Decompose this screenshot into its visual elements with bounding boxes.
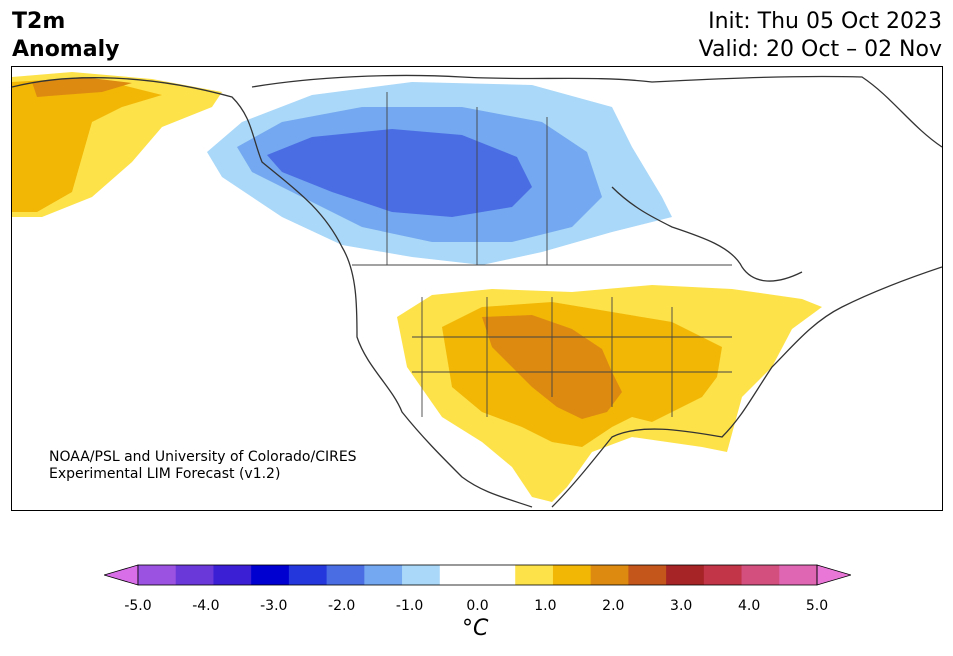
map-svg bbox=[12, 72, 942, 508]
colorbar-min-arrow bbox=[104, 564, 139, 586]
colorbar-segment bbox=[175, 565, 214, 585]
credit-text: NOAA/PSL and University of Colorado/CIRE… bbox=[49, 449, 357, 483]
colorbar-tick-label: 5.0 bbox=[805, 598, 829, 614]
colorbar-unit: °C bbox=[462, 616, 489, 641]
map-title: T2m Anomaly bbox=[12, 8, 119, 64]
colorbar-max-arrow bbox=[816, 564, 851, 586]
colorbar-segments bbox=[104, 564, 851, 586]
colorbar-segment bbox=[741, 565, 780, 585]
colorbar-border bbox=[137, 564, 818, 586]
colorbar-tick-label: -5.0 bbox=[124, 598, 152, 614]
colorbar-segment bbox=[552, 565, 592, 585]
colorbar-segment bbox=[402, 565, 441, 585]
credit-line1: NOAA/PSL and University of Colorado/CIRE… bbox=[49, 449, 357, 465]
colorbar-segment bbox=[326, 565, 365, 585]
colorbar-tick-label: 4.0 bbox=[737, 598, 761, 614]
title-variable: T2m bbox=[12, 9, 66, 34]
colorbar-tick-label: 3.0 bbox=[670, 598, 693, 614]
colorbar-ticks: -5.0 -4.0 -3.0 -2.0 -1.0 0.0 1.0 2.0 3.0 4.0 5.0 bbox=[0, 598, 953, 618]
colorbar-segment bbox=[251, 565, 290, 585]
credit-line2: Experimental LIM Forecast (v1.2) bbox=[49, 466, 281, 482]
colorbar-segment bbox=[138, 565, 177, 585]
colorbar-segment bbox=[477, 565, 516, 585]
forecast-dates: Init: Thu 05 Oct 2023 Valid: 20 Oct – 02… bbox=[699, 8, 942, 64]
colorbar-tick-label: 0.0 bbox=[466, 598, 489, 614]
colorbar-segment bbox=[666, 565, 705, 585]
anomaly-map bbox=[11, 66, 943, 511]
colorbar bbox=[104, 564, 851, 586]
colorbar-segment bbox=[703, 565, 743, 585]
colorbar-segment bbox=[628, 565, 667, 585]
valid-date: Valid: 20 Oct – 02 Nov bbox=[698, 37, 942, 62]
colorbar-segment bbox=[364, 565, 403, 585]
colorbar-tick-label: 1.0 bbox=[534, 598, 557, 614]
title-variable-line2: Anomaly bbox=[12, 37, 120, 62]
colorbar-segment bbox=[779, 565, 818, 585]
alaska-warm-region-3 bbox=[32, 77, 132, 97]
coastlines bbox=[12, 74, 942, 508]
colorbar-tick-label: -3.0 bbox=[260, 598, 288, 614]
colorbar-segment bbox=[590, 565, 629, 585]
colorbar-segment bbox=[515, 565, 554, 585]
colorbar-tick-label: -2.0 bbox=[328, 598, 356, 614]
alaska-warm-region-2 bbox=[12, 79, 162, 212]
colorbar-segment bbox=[439, 565, 478, 585]
colorbar-segment bbox=[288, 565, 328, 585]
canada-cool-region-3 bbox=[267, 129, 532, 217]
colorbar-tick-label: -4.0 bbox=[192, 598, 220, 614]
colorbar-tick-label: -1.0 bbox=[395, 598, 424, 614]
colorbar-tick-label: 2.0 bbox=[602, 598, 625, 614]
political-borders bbox=[352, 92, 732, 417]
colorbar-segment bbox=[213, 565, 252, 585]
init-date: Init: Thu 05 Oct 2023 bbox=[708, 9, 942, 34]
